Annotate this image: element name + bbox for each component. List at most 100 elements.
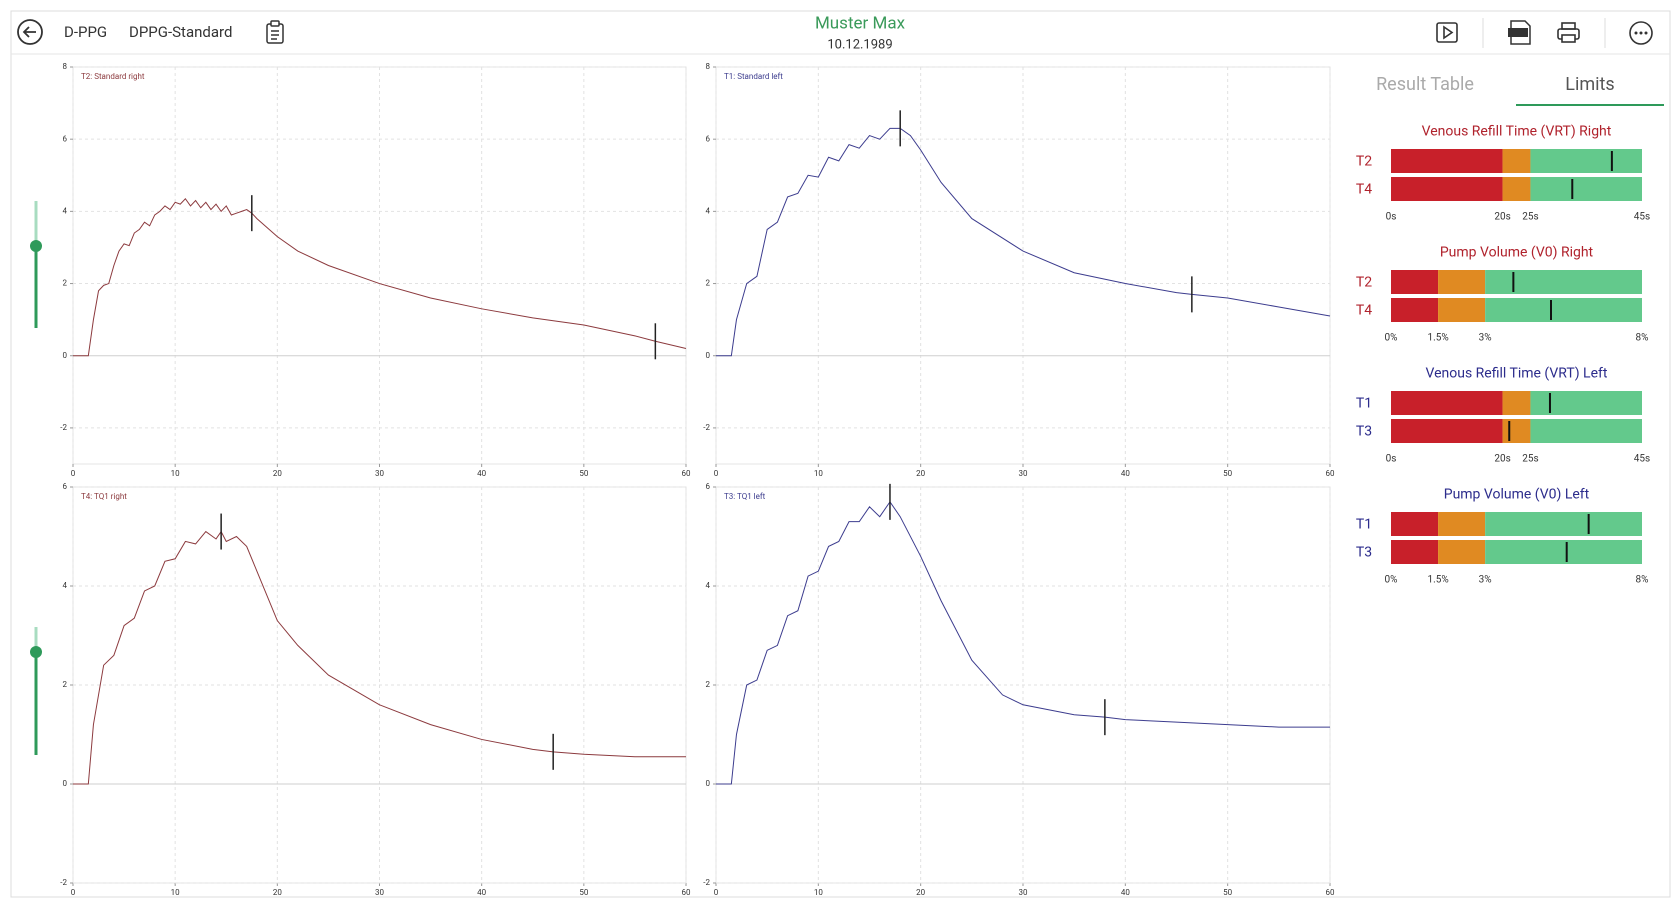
x-tick-label: 0 [714, 469, 719, 478]
x-tick-label: 40 [477, 469, 486, 478]
x-tick-label: 20 [273, 469, 282, 478]
y-tick-label: 2 [706, 680, 711, 689]
y-tick-label: 6 [63, 482, 68, 491]
limit-zone [1438, 540, 1486, 564]
limit-zone [1438, 512, 1486, 536]
scale-label: 20s [1494, 212, 1510, 223]
y-tick-label: 6 [706, 482, 711, 491]
limit-zone [1530, 177, 1642, 201]
scale-label: 1.5% [1427, 575, 1448, 586]
x-tick-label: 40 [477, 888, 486, 897]
limit-group: Venous Refill Time (VRT) Right T2 T4 0s 20s 2… [1356, 124, 1650, 223]
x-tick-label: 10 [171, 469, 180, 478]
limit-zone [1391, 270, 1439, 294]
x-tick-label: 10 [814, 888, 823, 897]
limit-zone [1391, 391, 1503, 415]
x-tick-label: 0 [714, 888, 719, 897]
limit-title: Pump Volume (V0) Left [1444, 487, 1590, 503]
limit-title: Venous Refill Time (VRT) Right [1422, 124, 1612, 140]
limit-zone [1530, 149, 1642, 173]
limit-zone [1485, 512, 1642, 536]
y-tick-label: 4 [63, 581, 68, 590]
y-tick-label: 2 [63, 279, 68, 288]
scale-label: 20s [1494, 454, 1510, 465]
y-tick-label: 0 [706, 779, 711, 788]
play-button[interactable] [1436, 22, 1458, 43]
x-tick-label: 40 [1121, 469, 1130, 478]
scale-label: 3% [1479, 575, 1492, 586]
row-label: T1 [1356, 396, 1372, 412]
x-tick-label: 50 [1223, 469, 1232, 478]
scale-label: 0% [1385, 575, 1398, 586]
x-tick-label: 60 [682, 888, 691, 897]
pdf-button[interactable] [1508, 20, 1531, 45]
app-name: D-PPG [64, 23, 107, 41]
scale-label: 1.5% [1427, 333, 1448, 344]
limit-zone [1485, 298, 1642, 322]
signal-curve [73, 197, 687, 357]
tab[interactable]: Limits [1565, 74, 1614, 95]
print-button[interactable] [1557, 22, 1580, 43]
scale-label: 25s [1522, 212, 1538, 223]
limit-zone [1438, 298, 1486, 322]
y-tick-label: 6 [706, 134, 711, 143]
clipboard-button[interactable] [266, 20, 284, 44]
x-tick-label: 0 [71, 469, 76, 478]
x-tick-label: 20 [916, 469, 925, 478]
y-tick-label: 4 [706, 206, 711, 215]
y-tick-label: -2 [60, 423, 67, 432]
row-label: T4 [1356, 182, 1372, 198]
line-chart: 0 10 20 30 40 50 60 -2 0 2 4 6 T3: TQ1 left [703, 482, 1335, 897]
back-button[interactable] [17, 19, 43, 45]
limit-zone [1391, 419, 1503, 443]
scale-label: 0% [1385, 333, 1398, 344]
limit-zone [1502, 419, 1531, 443]
x-tick-label: 30 [375, 888, 384, 897]
x-tick-label: 60 [1326, 469, 1335, 478]
limit-title: Venous Refill Time (VRT) Left [1426, 366, 1608, 382]
scale-label: 8% [1636, 333, 1649, 344]
chart-title: T4: TQ1 right [81, 492, 127, 501]
chart-title: T2: Standard right [81, 72, 145, 81]
patient-name: Muster Max [815, 13, 906, 33]
limit-zone [1530, 391, 1642, 415]
scale-label: 45s [1634, 454, 1650, 465]
limit-group: Pump Volume (V0) Left T1 T3 0% 1.5% 3% 8% [1356, 487, 1649, 586]
tab[interactable]: Result Table [1376, 74, 1474, 95]
limit-zone [1391, 177, 1503, 201]
row-label: T3 [1356, 424, 1372, 440]
y-tick-label: 4 [63, 206, 68, 215]
y-tick-label: 0 [63, 351, 68, 360]
amplitude-slider[interactable] [30, 201, 42, 328]
x-tick-label: 50 [1223, 888, 1232, 897]
scale-label: 25s [1522, 454, 1538, 465]
y-tick-label: -2 [703, 423, 710, 432]
limit-zone [1502, 177, 1531, 201]
row-label: T4 [1356, 303, 1372, 319]
x-tick-label: 10 [171, 888, 180, 897]
amplitude-slider[interactable] [30, 627, 42, 755]
limit-zone [1502, 391, 1531, 415]
x-tick-label: 50 [579, 469, 588, 478]
limit-zone [1530, 419, 1642, 443]
limit-zone [1438, 270, 1486, 294]
row-label: T2 [1356, 275, 1372, 291]
more-button[interactable] [1629, 21, 1653, 45]
row-label: T1 [1356, 517, 1372, 533]
limit-zone [1485, 540, 1642, 564]
limit-zone [1391, 512, 1439, 536]
chart-title: T1: Standard left [724, 72, 783, 81]
y-tick-label: -2 [703, 878, 710, 887]
x-tick-label: 20 [916, 888, 925, 897]
y-tick-label: 0 [706, 351, 711, 360]
x-tick-label: 20 [273, 888, 282, 897]
birth-date: 10.12.1989 [827, 37, 892, 52]
row-label: T3 [1356, 545, 1372, 561]
row-label: T2 [1356, 154, 1372, 170]
y-tick-label: 8 [706, 62, 711, 71]
x-tick-label: 0 [71, 888, 76, 897]
scale-label: 0s [1386, 212, 1397, 223]
protocol-name: DPPG-Standard [129, 23, 232, 41]
